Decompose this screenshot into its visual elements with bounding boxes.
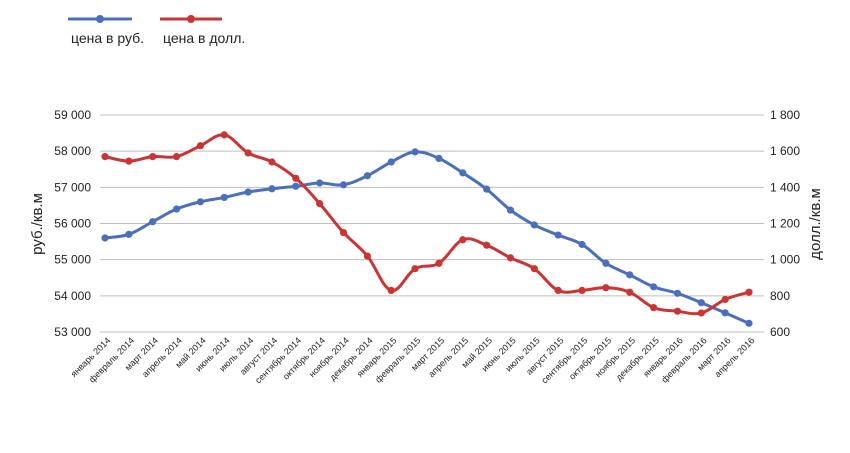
data-point-usd [149, 152, 157, 161]
data-point-usd [387, 286, 395, 295]
data-point-usd [316, 200, 324, 208]
data-point-rub [220, 193, 228, 202]
right-tick-label: 1 600 [770, 144, 800, 158]
data-point-usd [411, 265, 419, 273]
data-point-usd [506, 254, 515, 262]
data-point-usd [125, 157, 133, 165]
right-tick-label: 800 [770, 289, 790, 303]
data-point-rub [411, 148, 419, 156]
data-point-rub [101, 234, 109, 242]
data-point-usd [244, 149, 252, 157]
series-line-rub [104, 150, 750, 325]
data-point-usd [530, 265, 538, 273]
data-point-usd [268, 158, 276, 166]
data-point-rub [673, 289, 682, 297]
data-point-usd [339, 228, 348, 237]
data-point-usd [483, 241, 491, 249]
left-tick-label: 53 000 [54, 325, 91, 339]
legend-marker-usd [187, 15, 195, 23]
data-point-rub [745, 319, 753, 327]
data-point-rub [530, 221, 538, 229]
left-tick-label: 54 000 [54, 289, 91, 303]
data-point-rub [626, 271, 634, 279]
legend-marker-rub [96, 15, 104, 23]
data-point-usd [363, 252, 371, 260]
data-point-rub [483, 185, 491, 193]
right-tick-label: 1 200 [770, 217, 800, 231]
series-usd [101, 131, 753, 317]
data-point-rub [387, 158, 395, 166]
data-point-rub [435, 154, 443, 162]
data-point-usd [554, 286, 562, 295]
left-tick-label: 59 000 [54, 108, 91, 122]
left-tick-label: 55 000 [54, 253, 91, 267]
data-point-rub [578, 240, 586, 249]
data-point-usd [220, 131, 228, 139]
left-tick-label: 57 000 [54, 180, 91, 194]
data-point-usd [649, 303, 658, 312]
data-point-usd [172, 152, 181, 161]
grid-lines [100, 114, 764, 333]
data-point-usd [626, 288, 634, 296]
data-point-rub [196, 198, 205, 206]
series-line-usd [104, 133, 750, 316]
data-point-usd [578, 286, 586, 295]
data-point-usd [101, 152, 109, 161]
data-point-usd [292, 174, 300, 182]
series-rub [101, 148, 753, 327]
data-point-rub [316, 179, 324, 187]
data-point-rub [125, 230, 133, 238]
data-point-rub [268, 185, 276, 193]
data-point-usd [196, 142, 205, 150]
right-tick-label: 1 400 [770, 180, 800, 194]
data-point-rub [459, 169, 467, 177]
data-point-rub [554, 231, 562, 239]
right-tick-label: 600 [770, 325, 790, 339]
data-point-usd [435, 259, 443, 267]
data-point-rub [649, 283, 658, 291]
data-point-rub [602, 259, 610, 267]
right-tick-label: 1 000 [770, 253, 800, 267]
legend: цена в руб. цена в долл. [68, 15, 245, 46]
left-axis-ticks: 53 000 54 000 55 000 56 000 57 000 58 000 59 0… [54, 108, 91, 339]
data-point-rub [149, 218, 157, 226]
data-point-rub [506, 206, 515, 214]
left-tick-label: 56 000 [54, 217, 91, 231]
left-axis-title: руб./кв.м [29, 193, 46, 255]
series-layer [101, 131, 753, 327]
legend-label-usd: цена в долл. [163, 30, 245, 46]
legend-label-rub: цена в руб. [71, 30, 144, 46]
data-point-rub [339, 181, 348, 189]
data-point-usd [721, 295, 729, 304]
data-point-rub [697, 299, 705, 307]
data-point-usd [673, 307, 682, 315]
data-point-rub [292, 182, 300, 190]
data-point-rub [721, 309, 729, 317]
right-axis-title: долл./кв.м [807, 188, 824, 260]
data-point-usd [602, 284, 610, 292]
right-axis-ticks: 600 800 1 000 1 200 1 400 1 600 1 800 [770, 108, 800, 339]
data-point-rub [244, 188, 252, 196]
data-point-usd [459, 236, 467, 244]
data-point-rub [172, 205, 181, 213]
data-point-usd [697, 309, 705, 317]
right-tick-label: 1 800 [770, 108, 800, 122]
data-point-usd [745, 288, 753, 296]
data-point-rub [363, 172, 371, 180]
left-tick-label: 58 000 [54, 144, 91, 158]
